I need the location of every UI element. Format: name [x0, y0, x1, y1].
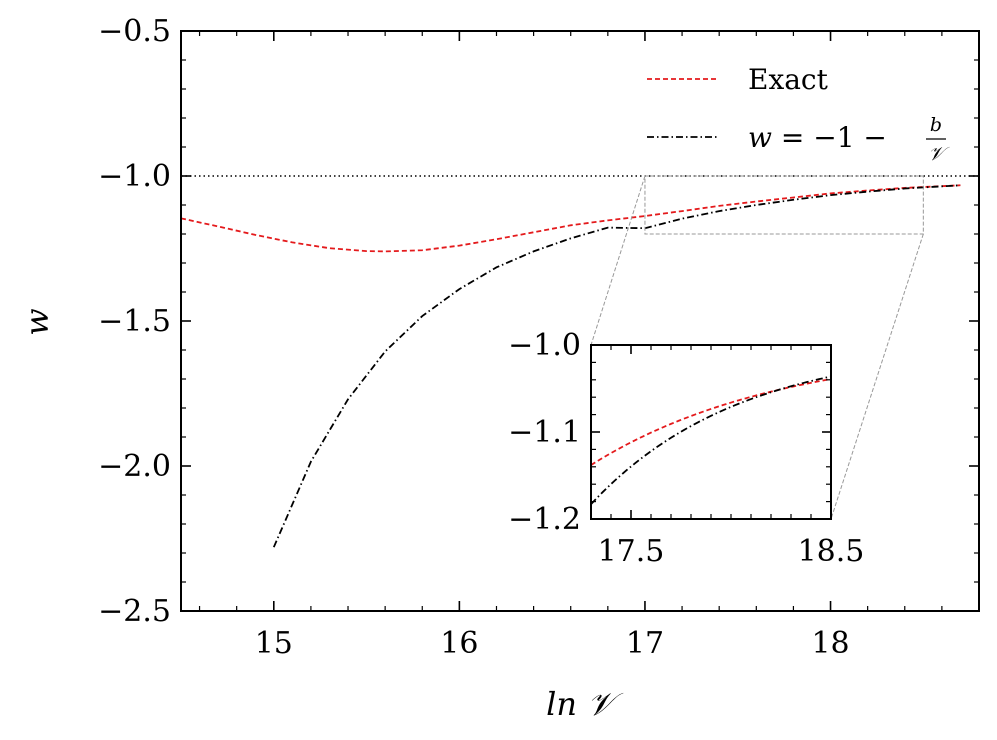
legend-frac-numerator: b [930, 114, 942, 136]
y-axis-label: w [18, 308, 56, 335]
inset-plot: 17.5 18.5 −1.2 −1.1 −1.0 [508, 328, 864, 569]
x-axis-label: ln 𝒱 [546, 685, 624, 723]
legend: Exact w = −1 − b𝒱 [647, 63, 950, 165]
legend-label-exact: Exact [748, 63, 829, 96]
zoom-region [644, 175, 924, 235]
y-tick-label: −2.0 [98, 449, 171, 484]
y-tick-label: −0.5 [98, 14, 171, 49]
x-tick-label: 15 [255, 626, 293, 661]
main-plot: 15 16 17 18 −2.5 −2.0 −1.5 −1.0 −0.5 [98, 14, 980, 661]
y-tick-label: −2.5 [98, 594, 171, 629]
x-tick-label: 16 [440, 626, 478, 661]
y-tick-label: −1.5 [98, 304, 171, 339]
inset-y-tick-label: −1.1 [508, 415, 581, 450]
series-line-approx [272, 184, 961, 548]
inset-series-exact [591, 378, 831, 466]
series-line-exact [181, 184, 961, 253]
inset-x-tick-label: 18.5 [798, 534, 865, 569]
x-tick-label: 17 [626, 626, 664, 661]
x-tick-label: 18 [811, 626, 849, 661]
inset-series-approx [591, 375, 831, 505]
zoom-connector [590, 175, 646, 346]
y-tick-label: −1.0 [98, 159, 171, 194]
inset-y-tick-label: −1.0 [508, 328, 581, 363]
legend-frac-denominator: 𝒱 [928, 143, 950, 165]
inset-y-tick-label: −1.2 [508, 502, 581, 537]
inset-x-tick-label: 17.5 [598, 534, 665, 569]
legend-label-approx: w = −1 − [748, 121, 887, 154]
zoom-connector [830, 233, 924, 520]
inset-background [591, 345, 831, 519]
